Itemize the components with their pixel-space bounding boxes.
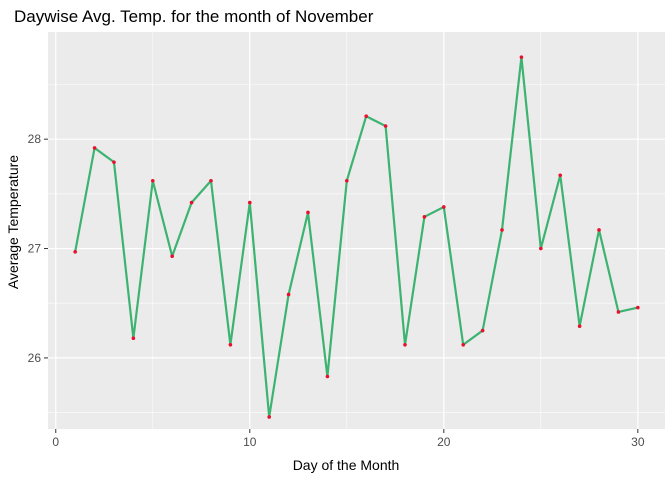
points-layer bbox=[73, 55, 640, 419]
data-point bbox=[325, 374, 330, 379]
data-point bbox=[112, 160, 116, 164]
x-axis-title: Day of the Month bbox=[293, 457, 400, 473]
y-axis-title: Average Temperature bbox=[5, 155, 21, 289]
data-point bbox=[170, 254, 174, 259]
x-tick-label: 20 bbox=[437, 435, 451, 449]
data-point bbox=[189, 200, 194, 205]
data-point bbox=[131, 336, 136, 341]
data-point bbox=[228, 342, 233, 347]
plot-panel bbox=[48, 32, 665, 429]
axes-layer: 0 10 20 30 26 27 28 bbox=[28, 132, 645, 449]
data-point bbox=[577, 324, 582, 328]
data-point bbox=[403, 342, 407, 347]
x-tick-label: 0 bbox=[52, 435, 59, 449]
data-point bbox=[209, 178, 213, 183]
data-point bbox=[597, 228, 601, 232]
data-point bbox=[636, 305, 640, 310]
y-tick-label: 27 bbox=[28, 242, 42, 256]
y-tick-label: 28 bbox=[28, 132, 42, 146]
data-point bbox=[442, 205, 446, 209]
data-point bbox=[422, 215, 427, 219]
data-point bbox=[519, 55, 524, 59]
major-gridlines bbox=[48, 32, 665, 429]
data-point bbox=[73, 250, 77, 254]
data-point bbox=[306, 210, 310, 215]
data-point bbox=[558, 173, 563, 178]
data-point bbox=[500, 228, 504, 232]
data-point bbox=[247, 200, 252, 205]
data-point bbox=[364, 114, 369, 119]
data-point bbox=[616, 310, 621, 314]
data-point bbox=[92, 146, 97, 150]
data-point bbox=[461, 342, 466, 347]
data-point bbox=[344, 178, 349, 183]
series-layer bbox=[74, 56, 639, 419]
data-point bbox=[539, 246, 543, 251]
x-tick-label: 30 bbox=[631, 435, 645, 449]
data-point bbox=[383, 124, 388, 128]
data-point bbox=[150, 178, 155, 183]
chart-title: Daywise Avg. Temp. for the month of Nove… bbox=[14, 7, 374, 26]
data-point bbox=[480, 328, 485, 333]
data-point bbox=[267, 415, 271, 419]
data-point bbox=[286, 292, 291, 297]
y-tick-label: 26 bbox=[28, 351, 42, 365]
x-tick-label: 10 bbox=[243, 435, 257, 449]
series-line bbox=[74, 56, 639, 419]
